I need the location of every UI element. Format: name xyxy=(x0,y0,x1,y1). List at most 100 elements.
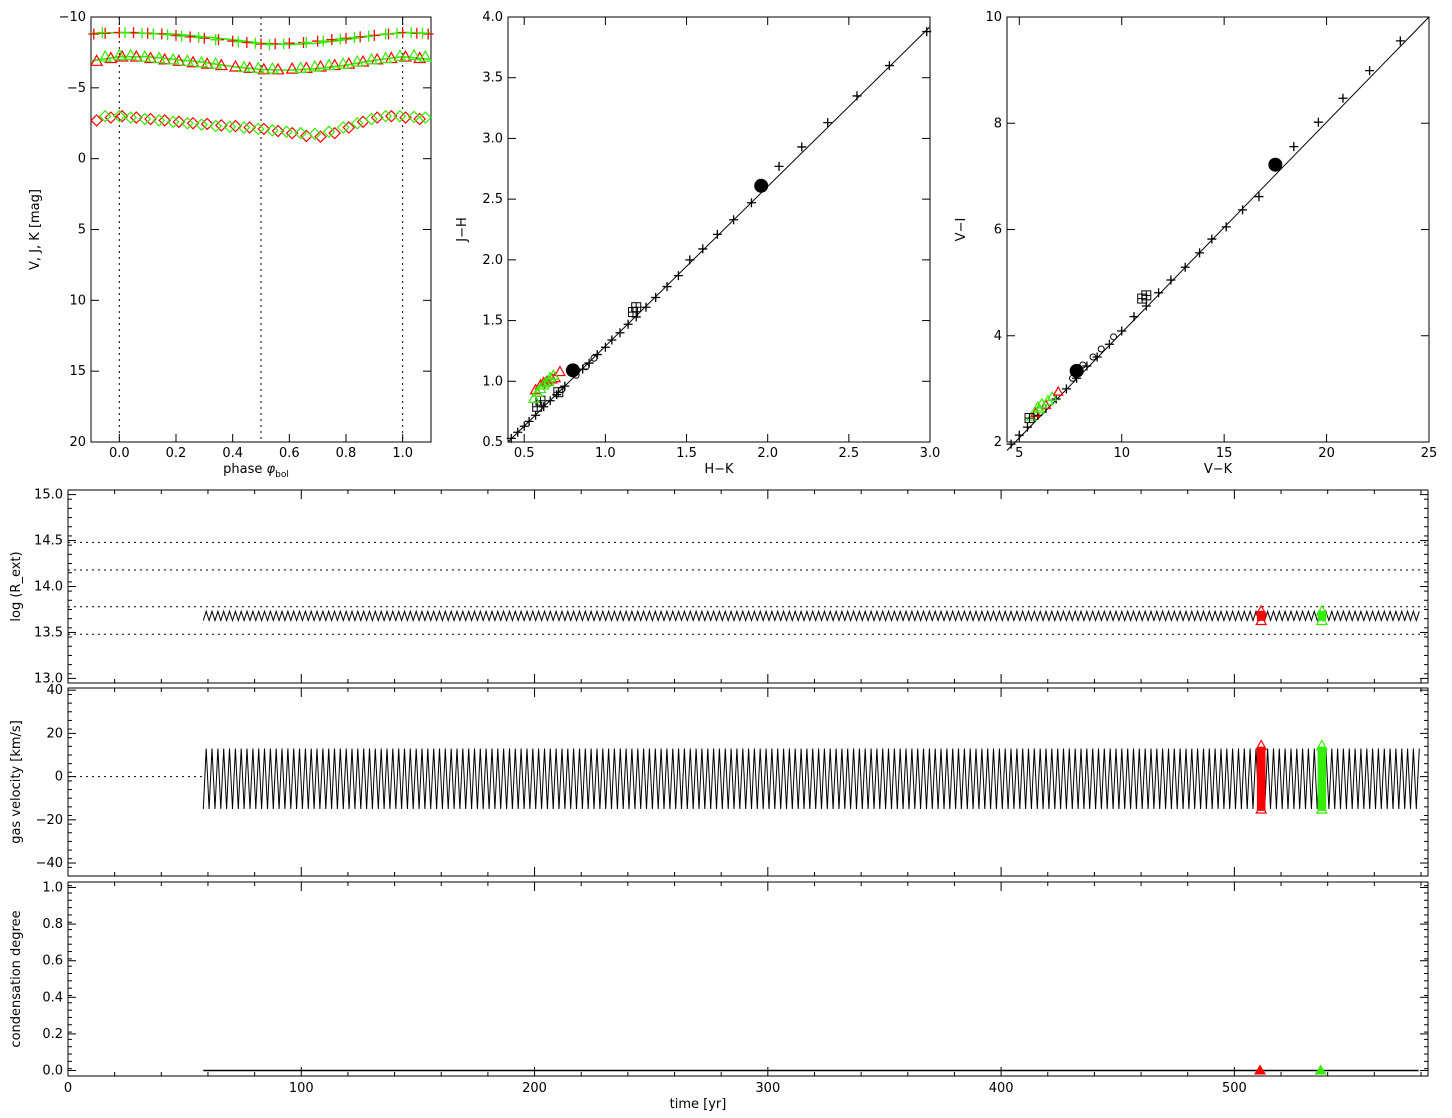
y-tick-label: −10 xyxy=(59,10,86,25)
plus-marker xyxy=(99,27,111,39)
triangle-marker xyxy=(350,54,364,67)
y-tick-label: 6 xyxy=(994,223,1002,238)
plus-marker xyxy=(651,293,661,302)
plus-marker xyxy=(241,37,253,48)
diamond-marker xyxy=(186,116,200,130)
y-tick-label: −5 xyxy=(67,81,86,96)
diamond-marker xyxy=(379,109,393,123)
x-tick-label: 200 xyxy=(522,1081,547,1096)
open-circle-marker xyxy=(582,363,590,371)
diamond-marker xyxy=(294,126,308,140)
x-tick-label: 3.0 xyxy=(920,446,941,461)
plus-marker xyxy=(170,29,182,41)
plus-marker xyxy=(422,28,434,40)
x-tick-label: 300 xyxy=(755,1081,780,1096)
triangle-marker xyxy=(112,48,126,61)
diamond-marker xyxy=(229,119,242,133)
y-tick-label: 20 xyxy=(69,435,86,450)
square-cross xyxy=(631,302,641,312)
triangle-marker xyxy=(418,49,432,62)
y-axis-label: gas velocity [km/s] xyxy=(9,720,24,844)
x-tick-label: 0.2 xyxy=(166,446,187,461)
diamond-marker xyxy=(180,116,194,130)
x-tick-label: 1.0 xyxy=(595,446,616,461)
diamond-marker xyxy=(251,122,265,136)
plus-marker xyxy=(1154,288,1164,298)
y-tick-label: 20 xyxy=(46,726,63,741)
y-tick-label: 1.0 xyxy=(42,880,63,895)
x-axis-label: H−K xyxy=(704,462,734,477)
x-tick-label: 5 xyxy=(1015,446,1023,461)
y-tick-label: 0 xyxy=(78,152,86,167)
y-tick-label: 10 xyxy=(69,293,86,308)
plus-marker xyxy=(1254,192,1264,202)
y-tick-label: 5 xyxy=(78,223,86,238)
triangle-marker xyxy=(336,57,350,69)
plus-marker xyxy=(1289,142,1299,152)
diamond-marker xyxy=(314,130,327,144)
plus-marker xyxy=(1395,36,1405,46)
plus-marker xyxy=(712,229,722,239)
plus-marker xyxy=(1238,205,1248,215)
plus-marker xyxy=(1092,352,1102,362)
plus-marker xyxy=(193,32,205,44)
triangle-marker xyxy=(115,49,129,62)
plus-marker xyxy=(1104,339,1114,349)
open-circle-marker xyxy=(1089,353,1097,361)
triangle-marker xyxy=(1255,802,1268,814)
square-cross xyxy=(532,402,542,412)
plus-marker xyxy=(417,27,428,39)
y-tick-label: 13.0 xyxy=(34,671,63,686)
y-tick-label: 15.0 xyxy=(34,488,63,503)
plus-marker xyxy=(340,32,352,44)
plus-marker xyxy=(300,37,312,48)
plus-marker xyxy=(1166,275,1176,285)
triangle-marker xyxy=(265,61,279,74)
triangle-marker xyxy=(547,368,560,380)
triangle-marker xyxy=(98,49,112,62)
plus-marker xyxy=(349,32,360,44)
x-axis-label: time [yr] xyxy=(670,1097,727,1112)
triangle-marker xyxy=(1255,614,1268,626)
plus-marker xyxy=(147,28,159,40)
y-tick-label: 0.5 xyxy=(482,435,503,450)
diamond-marker xyxy=(98,109,112,123)
diamond-marker xyxy=(265,123,279,137)
y-tick-label: 13.5 xyxy=(34,625,63,640)
plus-marker xyxy=(1313,117,1323,127)
x-tick-label: 15 xyxy=(1216,446,1233,461)
triangle-marker xyxy=(527,392,540,403)
x-tick-label: 100 xyxy=(289,1081,314,1096)
plus-marker xyxy=(198,32,210,44)
triangle-marker xyxy=(1031,400,1044,412)
triangle-marker xyxy=(138,49,152,62)
plus-marker xyxy=(176,30,188,42)
diamond-marker xyxy=(158,114,172,127)
y-axis-label: condensation degree xyxy=(9,910,24,1047)
x-tick-label: 0.5 xyxy=(514,446,535,461)
square-cross xyxy=(1141,290,1151,300)
y-tick-label: 4 xyxy=(994,329,1002,344)
diamond-marker xyxy=(413,112,427,126)
y-tick-label: 0.8 xyxy=(42,917,63,932)
plus-marker xyxy=(607,335,617,345)
triangle-marker xyxy=(285,61,299,74)
triangle-marker xyxy=(322,58,336,71)
triangle-marker xyxy=(152,51,166,64)
x-tick-label: 500 xyxy=(1222,1081,1247,1096)
plus-marker xyxy=(615,328,625,338)
diamond-marker xyxy=(418,111,432,124)
diamond-marker xyxy=(243,121,257,134)
diamond-marker xyxy=(342,121,356,134)
plus-marker xyxy=(662,282,672,292)
plot-frame xyxy=(67,881,1429,1077)
diamond-marker xyxy=(138,112,152,126)
triangle-marker xyxy=(209,57,223,69)
plus-marker xyxy=(1129,312,1139,322)
diamond-marker xyxy=(172,115,186,129)
diamond-marker xyxy=(280,125,293,139)
plus-marker xyxy=(1180,262,1190,272)
x-tick-label: 1.0 xyxy=(392,446,413,461)
plus-marker xyxy=(698,244,708,254)
